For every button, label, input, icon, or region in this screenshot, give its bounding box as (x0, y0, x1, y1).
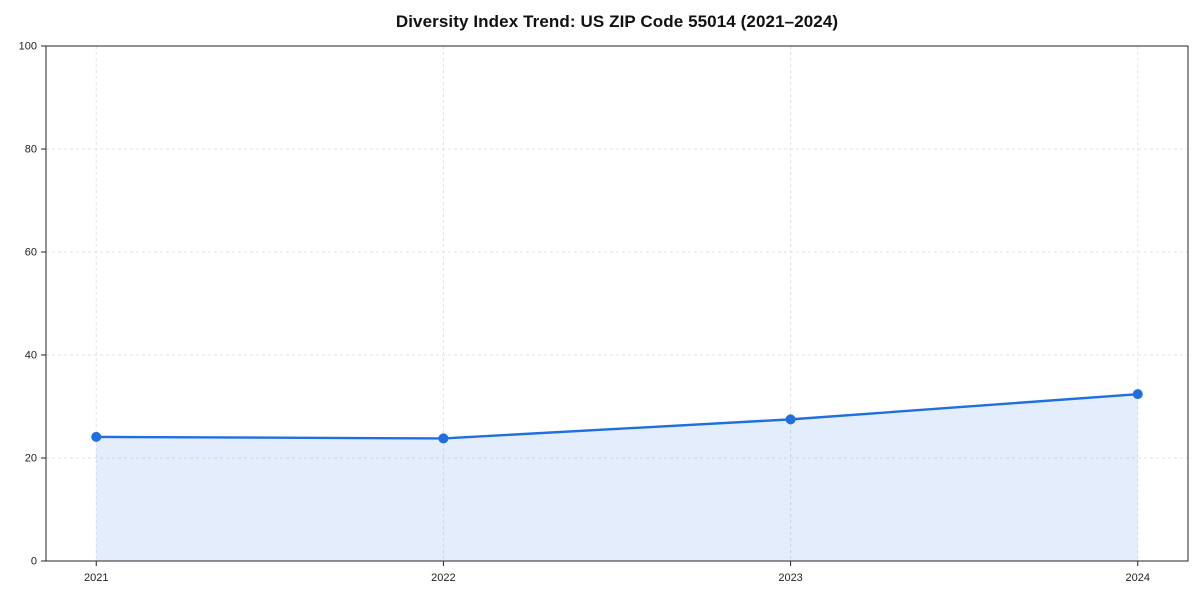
y-tick-label: 100 (19, 41, 37, 53)
y-tick-label: 0 (31, 556, 37, 568)
x-tick-label: 2023 (778, 572, 802, 584)
y-tick-label: 60 (25, 247, 37, 259)
area-fill (96, 394, 1138, 561)
y-tick-label: 80 (25, 144, 37, 156)
trend-line (95, 392, 1139, 440)
y-tick-label: 20 (25, 453, 37, 465)
data-point-2024 (1132, 389, 1143, 400)
x-tick-label: 2024 (1126, 572, 1150, 584)
data-point-2022 (438, 433, 449, 444)
y-tick-label: 40 (25, 350, 37, 362)
chart-title: Diversity Index Trend: US ZIP Code 55014… (395, 12, 839, 31)
data-point-2021 (91, 431, 102, 442)
axes-spines (45, 45, 1189, 562)
x-tick-label: 2021 (84, 572, 108, 584)
data-point-2023 (785, 414, 796, 425)
x-tick-label: 2022 (431, 572, 455, 584)
